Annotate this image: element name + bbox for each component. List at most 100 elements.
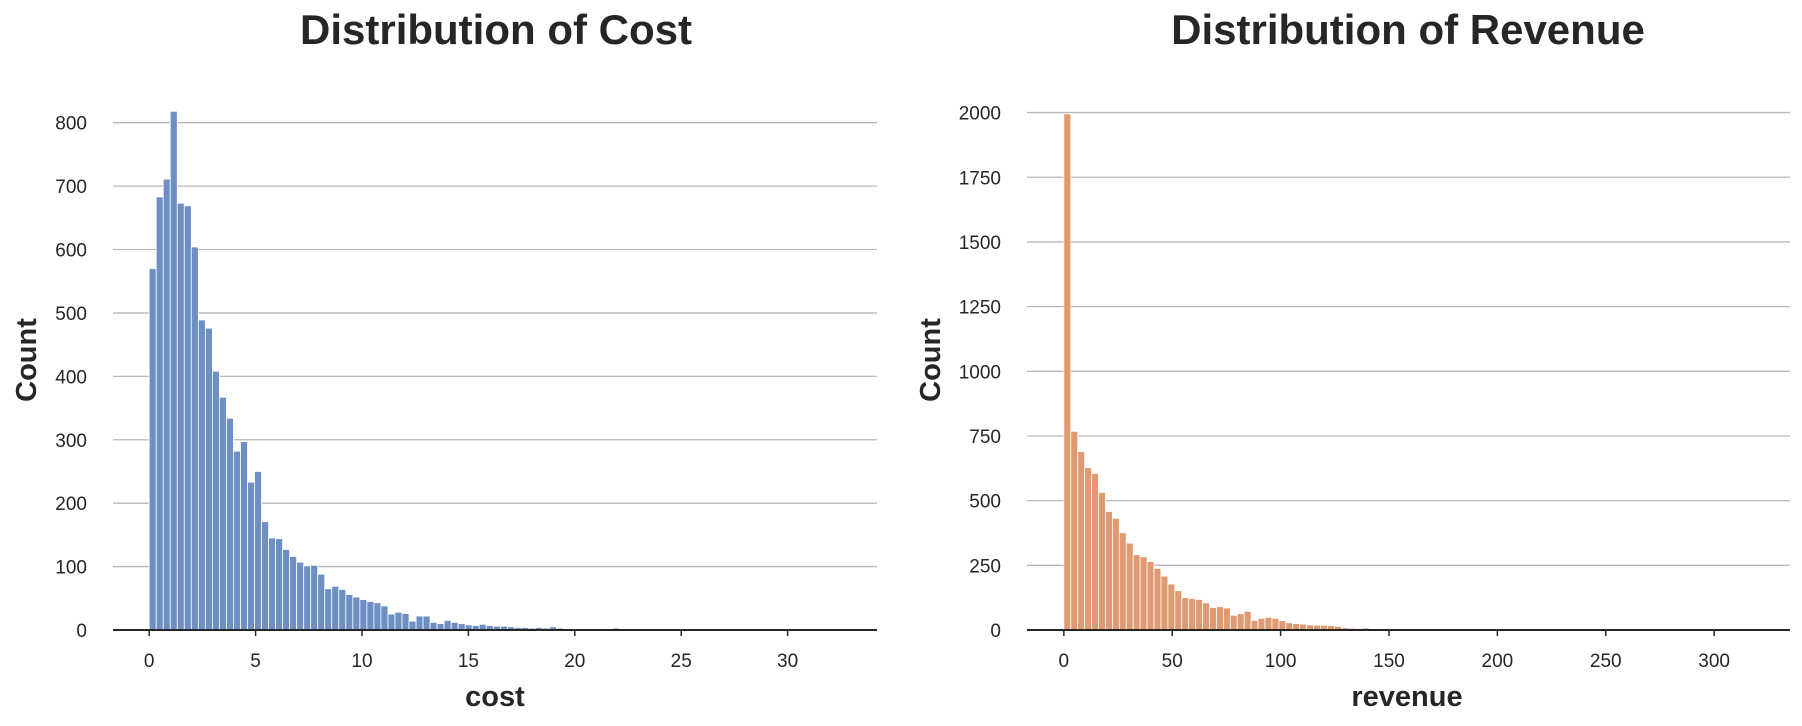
histogram-bar (1236, 613, 1245, 631)
histogram-bar (1063, 113, 1072, 631)
histogram-bar (1153, 568, 1162, 631)
histogram-bar (450, 621, 459, 631)
histogram-bar (1195, 599, 1203, 631)
histogram-bar (296, 561, 305, 631)
x-tick-label: 10 (351, 651, 372, 672)
histogram-bar (1181, 597, 1190, 631)
histogram-bar (204, 327, 213, 631)
x-tick-label: 5 (250, 651, 261, 672)
histogram-bar (1167, 583, 1176, 631)
y-ticks: 0 100 200 300 400 500 600 700 800 (55, 114, 87, 642)
y-tick-label: 0 (76, 621, 87, 642)
histogram-bar (268, 537, 276, 631)
y-tick-label: 100 (55, 558, 87, 579)
y-tick-label: 200 (55, 494, 87, 515)
y-tick-label: 1750 (959, 168, 1001, 189)
histogram-bar (387, 613, 396, 631)
histogram-bar (443, 620, 452, 631)
histogram-bar (183, 205, 192, 631)
histogram-bar (1139, 556, 1148, 631)
x-tick-label: 200 (1482, 651, 1514, 672)
x-tick-label: 30 (777, 651, 798, 672)
histogram-bar (1146, 561, 1155, 631)
chart-title: Distribution of Cost (300, 6, 692, 53)
y-tick-label: 400 (55, 367, 87, 388)
x-axis-label: cost (465, 681, 525, 713)
histogram-bar (162, 178, 171, 631)
x-tick-label: 250 (1590, 651, 1622, 672)
y-tick-label: 700 (55, 177, 87, 198)
histogram-bar (422, 615, 431, 631)
histogram-bar (394, 611, 403, 631)
y-ticks: 0 250 500 750 1000 1250 1500 1750 2000 (959, 104, 1001, 642)
histogram-bar (1257, 617, 1266, 631)
histogram-bar (275, 538, 284, 631)
histogram-bar (226, 417, 234, 631)
y-axis-label: Count (11, 318, 43, 402)
chart-title: Distribution of Revenue (1171, 6, 1645, 53)
histogram-bar (380, 605, 389, 631)
histogram-bar (1278, 620, 1287, 631)
histogram-bar (1271, 617, 1280, 631)
y-tick-label: 1500 (959, 233, 1001, 254)
x-tick-label: 150 (1373, 651, 1405, 672)
y-tick-label: 250 (969, 556, 1001, 577)
histogram-bar (1250, 620, 1259, 631)
x-tick-label: 20 (564, 651, 585, 672)
bars (1063, 113, 1758, 631)
histogram-bar (247, 481, 255, 631)
histogram-bar (155, 196, 164, 631)
histogram-bar (1285, 622, 1294, 631)
revenue-histogram-panel: Distribution of Revenue Count revenue 0 5… (915, 6, 1790, 713)
histogram-bar (1264, 616, 1273, 631)
histogram-bar (176, 202, 185, 631)
x-tick-label: 300 (1698, 651, 1730, 672)
y-tick-label: 300 (55, 431, 87, 452)
histogram-bar (1070, 430, 1079, 631)
histogram-bar (1132, 554, 1141, 631)
histogram-bar (1174, 590, 1183, 631)
histogram-bar (331, 585, 340, 631)
y-tick-label: 500 (55, 304, 87, 325)
histogram-bar (148, 268, 157, 631)
histogram-bar (338, 589, 347, 631)
histogram-bar (373, 602, 382, 631)
histogram-bar (1077, 451, 1086, 631)
histogram-bar (317, 573, 326, 631)
x-tick-label: 25 (671, 651, 692, 672)
histogram-bar (345, 594, 354, 631)
y-tick-label: 500 (969, 492, 1001, 513)
histogram-bar (352, 596, 361, 631)
x-tick-label: 50 (1162, 651, 1183, 672)
histogram-bar (190, 246, 199, 631)
y-tick-label: 1250 (959, 298, 1001, 319)
x-ticks: 0 5 10 15 20 25 30 (144, 630, 798, 672)
histogram-bar (289, 556, 298, 631)
histogram-bar (359, 599, 368, 631)
histogram-bar (1112, 517, 1120, 631)
cost-histogram-panel: Distribution of Cost Count cost 0 5 10 15 20… (11, 6, 877, 713)
x-tick-label: 0 (1059, 651, 1070, 672)
histogram-bar (303, 565, 312, 631)
histogram-bar (310, 564, 319, 631)
y-axis-label: Count (915, 318, 947, 402)
histogram-bar (1091, 473, 1099, 631)
x-ticks: 0 50 100 150 200 250 300 (1059, 630, 1730, 672)
histogram-bar (1202, 602, 1210, 631)
x-tick-label: 15 (458, 651, 479, 672)
y-tick-label: 1000 (959, 362, 1001, 383)
histogram-bar (415, 615, 424, 631)
histogram-bar (282, 549, 291, 631)
histogram-bar (1216, 606, 1224, 631)
histogram-bar (1118, 532, 1127, 631)
x-tick-label: 100 (1265, 651, 1297, 672)
y-tick-label: 750 (969, 427, 1001, 448)
histogram-bar (254, 471, 262, 631)
histogram-bar (1084, 467, 1092, 631)
histogram-bar (1105, 511, 1113, 631)
histogram-bar (1098, 491, 1106, 631)
histogram-bar (1188, 598, 1197, 631)
histogram-bar (233, 450, 241, 631)
histogram-bar (1160, 575, 1169, 631)
